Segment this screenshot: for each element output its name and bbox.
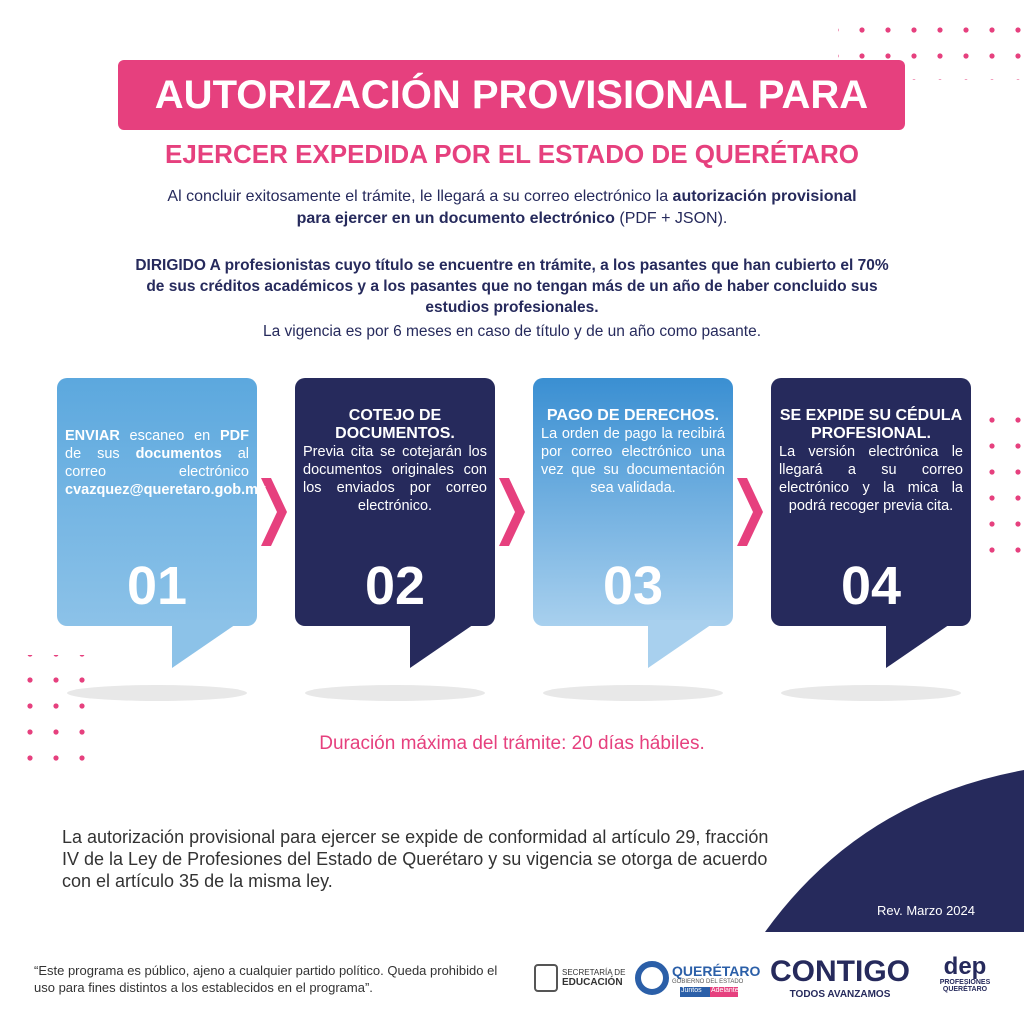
title-banner <box>118 60 905 130</box>
step-card <box>533 378 733 668</box>
step-text: PAGO DE DERECHOS. La orden de pago la rec… <box>541 407 725 497</box>
audience: DIRIGIDO A profesionistas cuyo título se… <box>135 257 889 316</box>
step-card <box>295 378 495 668</box>
step-text: ENVIAR escaneo en PDF de sus documentos … <box>65 427 266 499</box>
step-body: La orden de pago la recibirá por correo … <box>541 425 725 497</box>
step-title: SE EXPIDE SU CÉDULA PROFESIONAL. <box>779 407 963 442</box>
text-run: Al concluir exitosamente el trámite, le … <box>167 188 673 205</box>
logo-text: TODOS AVANZAMOS <box>789 989 891 1000</box>
step-number: 04 <box>840 556 902 616</box>
logo-text: CONTIGO <box>770 955 910 988</box>
intro: Al concluir exitosamente el trámite, le … <box>150 186 874 230</box>
dep-logo: dep PROFESIONES QUERÉTARO <box>930 953 1000 994</box>
logo-text: PROFESIONES QUERÉTARO <box>939 979 991 993</box>
step-title: COTEJO DE DOCUMENTOS. <box>335 407 455 442</box>
text-run: ENVIAR <box>65 428 120 444</box>
logo-text: Juntos <box>681 987 702 994</box>
title: AUTORIZACIÓN PROVISIONAL PARA <box>154 73 869 117</box>
dot-pattern <box>12 655 92 775</box>
dot-pattern <box>985 404 1024 554</box>
text-run: cvazquez@queretaro.gob.mx <box>65 482 267 498</box>
disclaimer: “Este programa es público, ajeno a cualq… <box>34 963 498 995</box>
text-run: de sus <box>65 446 136 462</box>
text-run: escaneo en <box>119 428 220 444</box>
logo-text: Adelante <box>711 987 739 994</box>
step-body: Previa cita se cotejarán los documentos … <box>303 443 487 515</box>
step-body: La versión electrónica le llegará a su c… <box>779 443 963 515</box>
step-number: 03 <box>602 556 664 616</box>
validity: La vigencia es por 6 meses en caso de tí… <box>262 323 762 340</box>
text-run: (PDF + JSON). <box>614 210 728 227</box>
logo-text: GOBIERNO DEL ESTADO <box>672 979 744 985</box>
corner-shape <box>765 770 1024 932</box>
step-text: SE EXPIDE SU CÉDULA PROFESIONAL. La versi… <box>779 407 963 515</box>
step-body: ENVIAR escaneo en PDF de sus documentos … <box>65 427 266 499</box>
step-card <box>771 378 971 668</box>
text-run: al correo electrónico <box>65 446 249 480</box>
revision: Rev. Marzo 2024 <box>876 903 975 918</box>
step-text: COTEJO DE DOCUMENTOS. Previa cita se cote… <box>303 407 487 515</box>
step-number: 01 <box>126 556 188 616</box>
logo-text: dep <box>943 953 987 980</box>
logo-text: SECRETARÍA DE <box>562 968 626 977</box>
duration: Duración máxima del trámite: 20 días háb… <box>319 733 705 754</box>
card-shadows <box>67 685 961 701</box>
subtitle: EJERCER EXPEDIDA POR EL ESTADO DE QUERÉT… <box>165 139 859 169</box>
text-run: documentos <box>135 446 222 462</box>
logo-text: EDUCACIÓN <box>562 977 623 988</box>
arrows <box>261 478 763 546</box>
queretaro-logo: QUERÉTARO GOBIERNO DEL ESTADO <box>672 963 760 985</box>
text-run: La versión electrónica le llegará a su c… <box>779 444 963 514</box>
step-card <box>57 378 257 668</box>
sep-logo: SECRETARÍA DE EDUCACIÓN <box>562 968 625 988</box>
legal-text: La autorización provisional para ejercer… <box>62 827 769 891</box>
logo-text: QUERÉTARO <box>672 963 761 979</box>
text-run: PDF <box>220 428 249 444</box>
contigo-logo: CONTIGO TODOS AVANZAMOS <box>765 955 915 1000</box>
text-run: autorización provisional para ejercer en… <box>296 188 857 227</box>
text-run: Previa cita se cotejarán los documentos … <box>303 444 487 514</box>
text-run: La orden de pago la recibirá por correo … <box>541 426 725 496</box>
step-title: PAGO DE DERECHOS. <box>546 407 720 424</box>
logo-icons <box>534 961 738 997</box>
step-number: 02 <box>364 556 426 616</box>
